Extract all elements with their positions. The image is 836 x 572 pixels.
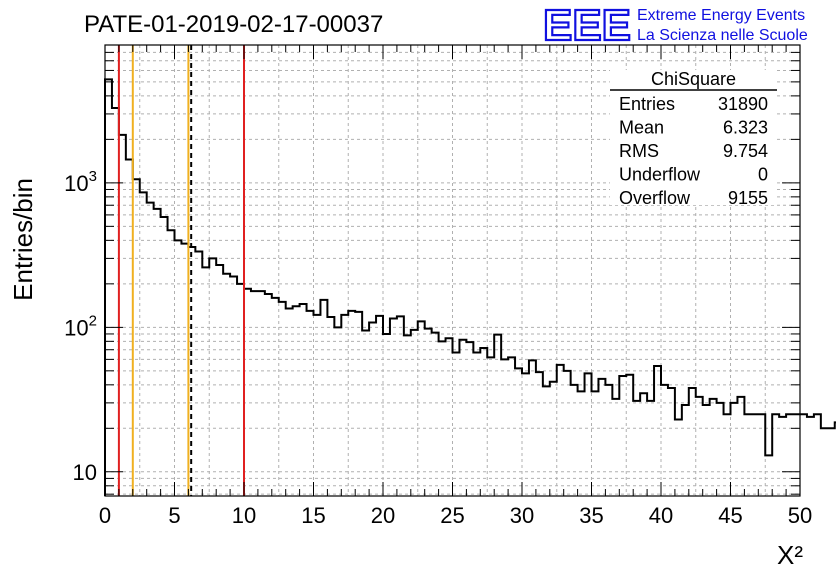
x-tick-label: 5 (168, 503, 180, 528)
axis-tick-labels: 0 5 10 15 20 25 30 35 40 45 50 10 102 103 (64, 168, 812, 528)
stats-label: Overflow (619, 188, 691, 208)
grid (105, 45, 800, 496)
x-tick-label: 0 (99, 503, 111, 528)
stats-value: 9.754 (723, 141, 768, 161)
x-tick-label: 40 (649, 503, 673, 528)
x-tick-label: 20 (371, 503, 395, 528)
x-axis-title: X² (777, 540, 803, 570)
axis-ticks (104, 44, 801, 496)
logo-line-1: Extreme Energy Events (637, 7, 805, 24)
vertical-markers (117, 45, 245, 496)
y-axis-title: Entries/bin (8, 178, 38, 301)
stats-label: Mean (619, 118, 664, 138)
x-tick-label: 45 (718, 503, 742, 528)
eee-logo: EEE Extreme Energy Events La Scienza nel… (542, 0, 808, 51)
stats-title: ChiSquare (651, 69, 736, 89)
x-tick-label: 15 (301, 503, 325, 528)
stats-label: RMS (619, 141, 659, 161)
y-tick-label: 103 (64, 168, 97, 196)
x-tick-label: 10 (232, 503, 256, 528)
x-tick-label: 25 (440, 503, 464, 528)
chart-title: PATE-01-2019-02-17-00037 (84, 11, 383, 38)
stats-value: 31890 (718, 94, 768, 114)
stats-value: 6.323 (723, 118, 768, 138)
histogram-steps (104, 78, 836, 496)
stats-box: ChiSquare Entries 31890 Mean 6.323 RMS 9.754 Un… (610, 69, 777, 208)
logo-line-2: La Scienza nelle Scuole (637, 27, 808, 44)
stats-value: 0 (758, 165, 768, 185)
stats-box-bg (610, 70, 777, 205)
stats-label: Underflow (619, 165, 701, 185)
x-tick-label: 35 (579, 503, 603, 528)
y-tick-label: 10 (73, 460, 97, 485)
x-tick-label: 50 (788, 503, 812, 528)
histogram-layer (104, 78, 836, 496)
stats-value: 9155 (728, 188, 768, 208)
y-tick-label: 102 (64, 312, 97, 340)
eee-logo-mark: EEE (543, 1, 631, 50)
stats-label: Entries (619, 94, 675, 114)
x-tick-label: 30 (510, 503, 534, 528)
